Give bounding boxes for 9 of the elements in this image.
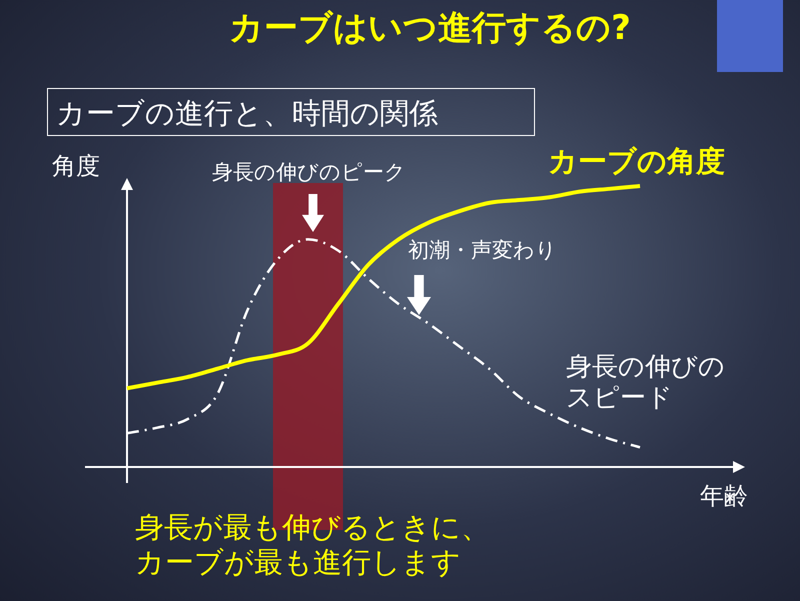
text: 身長の伸びのピーク: [212, 160, 406, 186]
y-axis-title: 角度: [52, 152, 100, 181]
x-axis-title: 年齢: [700, 482, 748, 511]
annotation: 初潮・声変わり: [408, 238, 557, 264]
series-label: カーブの角度: [548, 144, 725, 179]
series-label: 身長の伸びのスピード: [566, 352, 726, 414]
text: 身長が最も伸びるときに、カーブが最も進行します: [135, 510, 491, 580]
chart-subtitle: カーブの進行と、時間の関係: [47, 88, 535, 136]
chart-title: カーブはいつ進行するの?: [228, 8, 632, 49]
